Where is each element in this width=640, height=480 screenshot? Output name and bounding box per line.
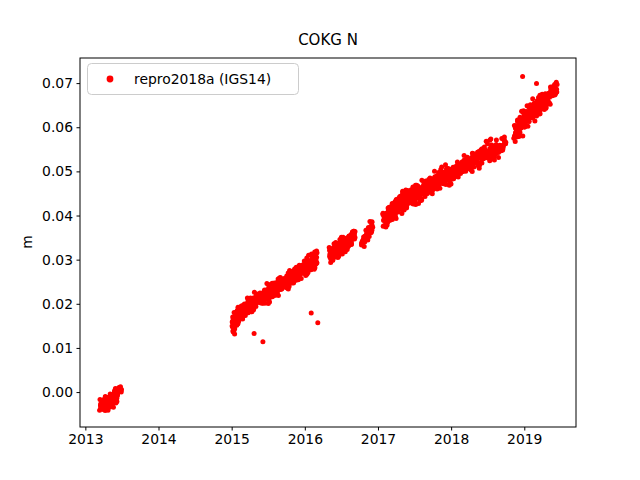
x-tick-label: 2017	[361, 431, 396, 447]
y-tick-label: 0.04	[42, 208, 73, 224]
data-point-outlier	[276, 280, 281, 285]
x-tick-label: 2014	[141, 431, 177, 447]
data-point-outlier	[511, 136, 516, 141]
data-point	[232, 332, 237, 337]
data-point	[119, 387, 124, 392]
data-point	[353, 229, 358, 234]
y-tick-label: 0.06	[42, 119, 73, 135]
data-point-outlier	[534, 81, 539, 86]
data-point	[496, 155, 501, 160]
y-tick-label: 0.05	[42, 163, 73, 179]
data-point	[314, 255, 319, 260]
data-point	[525, 124, 530, 129]
data-point	[349, 242, 354, 247]
x-tick-label: 2016	[288, 431, 323, 447]
data-point-outlier	[309, 311, 314, 316]
data-point	[554, 87, 559, 92]
data-point	[488, 137, 493, 142]
legend-marker-icon	[107, 76, 114, 83]
data-point	[370, 225, 375, 230]
data-point	[276, 293, 281, 298]
data-point	[299, 276, 304, 281]
x-tick-label: 2015	[214, 431, 249, 447]
x-tick-label: 2019	[507, 431, 542, 447]
data-point	[548, 102, 553, 107]
y-tick-label: 0.07	[42, 75, 73, 91]
data-point	[470, 169, 475, 174]
legend-label: repro2018a (IGS14)	[134, 71, 271, 87]
data-point	[315, 250, 320, 255]
data-point	[314, 260, 319, 265]
data-point-outlier	[520, 74, 525, 79]
data-point	[353, 235, 358, 240]
data-point	[449, 182, 454, 187]
data-point	[494, 137, 499, 142]
y-tick-label: 0.01	[42, 340, 73, 356]
x-tick-label: 2018	[434, 431, 469, 447]
data-point-outlier	[252, 331, 257, 336]
data-point	[362, 244, 367, 249]
data-point	[114, 399, 119, 404]
scatter-chart: 2013 2014 2015 2016 2017 2018 2019 0.00 0.01 0.02…	[0, 0, 640, 480]
data-point-outlier	[260, 339, 265, 344]
data-point	[437, 186, 442, 191]
data-point-outlier	[315, 320, 320, 325]
data-point	[538, 111, 543, 116]
data-point	[394, 216, 399, 221]
x-tick-label: 2013	[68, 431, 103, 447]
figure: 2013 2014 2015 2016 2017 2018 2019 0.00 0.01 0.02…	[0, 0, 640, 480]
data-point	[502, 135, 507, 140]
data-point-outlier	[517, 134, 522, 139]
y-tick-label: 0.02	[42, 296, 73, 312]
data-point	[419, 198, 424, 203]
data-point	[503, 141, 508, 146]
legend: repro2018a (IGS14)	[88, 64, 299, 95]
y-tick-label: 0.00	[42, 384, 73, 400]
data-point	[530, 96, 535, 101]
y-axis-label: m	[19, 235, 35, 249]
data-point	[532, 118, 537, 123]
data-point	[555, 82, 560, 87]
data-point	[267, 300, 272, 305]
chart-title: COKG N	[298, 31, 358, 49]
y-tick-label: 0.03	[42, 252, 73, 268]
